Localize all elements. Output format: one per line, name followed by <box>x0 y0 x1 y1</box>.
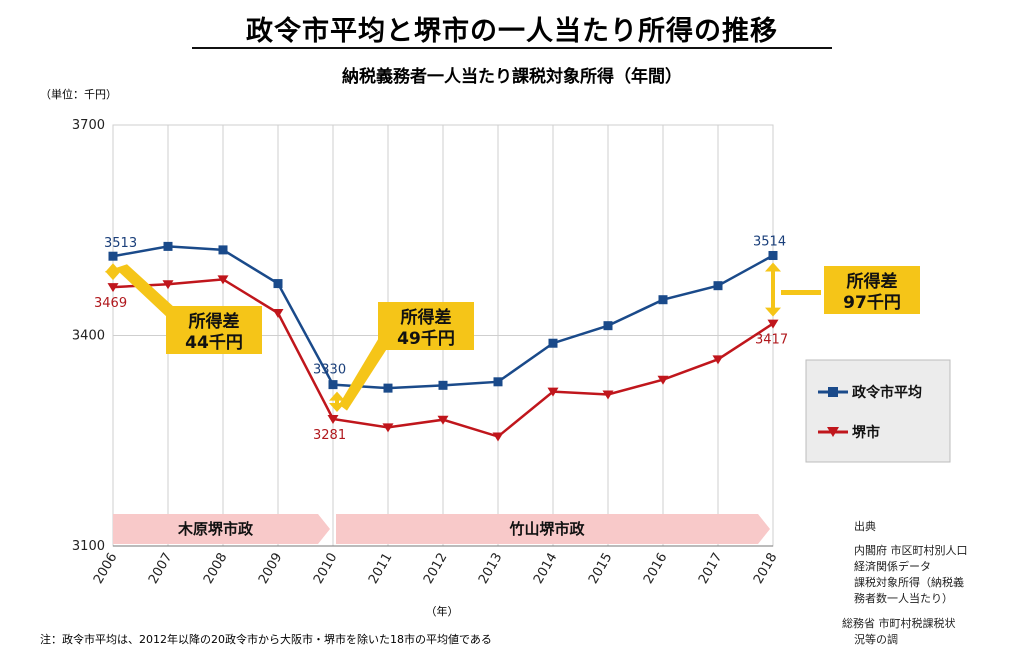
callout-pointer <box>339 336 390 411</box>
source-line6: 況等の調 <box>854 632 898 646</box>
diff-arrow-head <box>105 271 121 281</box>
source-line3: 課税対象所得（納税義 <box>854 575 964 589</box>
data-point <box>713 281 723 291</box>
callout-line2: 44千円 <box>185 333 243 353</box>
data-label: 3330 <box>313 363 346 378</box>
legend-box <box>805 359 951 463</box>
data-point <box>162 280 174 290</box>
data-point <box>108 251 118 261</box>
era-bands: 木原堺市政 竹山堺市政 <box>113 514 770 544</box>
data-label: 3469 <box>94 296 127 311</box>
callout-box <box>378 302 474 350</box>
source-line5: 総務省 市町村税課税状 <box>842 616 956 630</box>
series-layer <box>107 241 779 442</box>
legend-label-series2: 堺市 <box>852 424 880 441</box>
era-label: 木原堺市政 <box>177 520 254 538</box>
x-tick-label: 2015 <box>586 551 616 587</box>
data-point <box>768 251 778 261</box>
legend-marker-series1 <box>828 387 838 397</box>
data-point <box>547 387 559 397</box>
era-band <box>113 514 330 544</box>
legend-label-series1: 政令市平均 <box>852 384 922 401</box>
data-point <box>437 415 449 425</box>
data-point <box>383 383 393 393</box>
x-tick-label: 2008 <box>201 551 231 587</box>
unit-label: （単位：千円） <box>40 87 117 101</box>
diff-arrow-head <box>329 391 345 401</box>
legend-marker-series2 <box>827 427 839 437</box>
data-point <box>107 283 119 293</box>
x-tick-label: 2010 <box>311 551 341 587</box>
y-tick-labels: 3100 3400 3700 <box>72 118 105 554</box>
x-tick-label: 2014 <box>531 551 561 587</box>
y-tick-label: 3400 <box>72 329 105 344</box>
data-point <box>273 279 283 289</box>
data-point <box>602 390 614 400</box>
x-axis-label: （年） <box>426 604 459 618</box>
callout-line1: 所得差 <box>401 307 452 328</box>
y-tick-label: 3100 <box>72 539 105 554</box>
source-line4: 務者数一人当たり） <box>854 591 953 605</box>
data-point <box>548 338 558 348</box>
data-point <box>438 380 448 390</box>
footnote: 注：政令市平均は、2012年以降の20政令市から大阪市・堺市を除いた18市の平均… <box>40 632 492 646</box>
chart-subtitle: 納税義務者一人当たり課税対象所得（年間） <box>342 66 682 87</box>
data-labels: 3513 3330 3514 3469 3281 3417 <box>94 235 788 443</box>
era-band <box>336 514 770 544</box>
data-point <box>217 275 229 285</box>
data-point <box>767 319 779 329</box>
x-tick-label: 2011 <box>366 551 396 587</box>
x-tick-label: 2007 <box>146 551 176 587</box>
x-tick-label: 2018 <box>751 551 781 587</box>
x-tick-label: 2016 <box>641 551 671 587</box>
x-tick-label: 2012 <box>421 551 451 587</box>
data-point <box>327 414 339 424</box>
data-point <box>712 355 724 365</box>
chart-title: 政令市平均と堺市の一人当たり所得の推移 <box>246 15 778 47</box>
callout-box <box>166 306 262 354</box>
source-line1: 内閣府 市区町村別人口 <box>854 543 968 557</box>
diff-arrow-head <box>765 307 781 317</box>
data-label: 3417 <box>755 333 788 348</box>
data-point <box>603 321 613 331</box>
era-label: 竹山堺市政 <box>508 520 585 538</box>
data-point <box>658 295 668 305</box>
callout-line1: 所得差 <box>847 271 898 292</box>
x-tick-labels: 2006 2007 2008 2009 2010 2011 2012 2013 2014 2015… <box>91 551 781 587</box>
callout-pointer <box>781 290 821 295</box>
data-point <box>163 241 173 251</box>
callout-pointer <box>115 264 175 318</box>
source-line2: 経済関係データ <box>854 559 931 573</box>
data-point <box>493 377 503 387</box>
data-point <box>492 432 504 442</box>
legend: 政令市平均 堺市 <box>805 359 951 463</box>
source-heading: 出典 <box>854 519 876 533</box>
data-point <box>328 380 338 390</box>
callout-line1: 所得差 <box>189 311 240 332</box>
diff-arrow-head <box>765 262 781 272</box>
x-tick-label: 2006 <box>91 551 121 587</box>
data-label: 3514 <box>753 235 786 250</box>
x-tick-label: 2017 <box>696 551 726 587</box>
callout-line2: 49千円 <box>397 329 455 349</box>
data-label: 3513 <box>104 236 137 251</box>
callout-line2: 97千円 <box>843 293 901 313</box>
callout-box <box>824 266 920 314</box>
data-point <box>657 375 669 385</box>
data-point <box>272 309 284 319</box>
data-point <box>218 245 228 255</box>
x-tick-label: 2009 <box>256 551 286 587</box>
data-label: 3281 <box>313 428 346 443</box>
y-tick-label: 3700 <box>72 118 105 133</box>
source-block: 出典 内閣府 市区町村別人口 経済関係データ 課税対象所得（納税義 務者数一人当… <box>842 519 968 646</box>
x-tick-label: 2013 <box>476 551 506 587</box>
data-point <box>382 423 394 433</box>
